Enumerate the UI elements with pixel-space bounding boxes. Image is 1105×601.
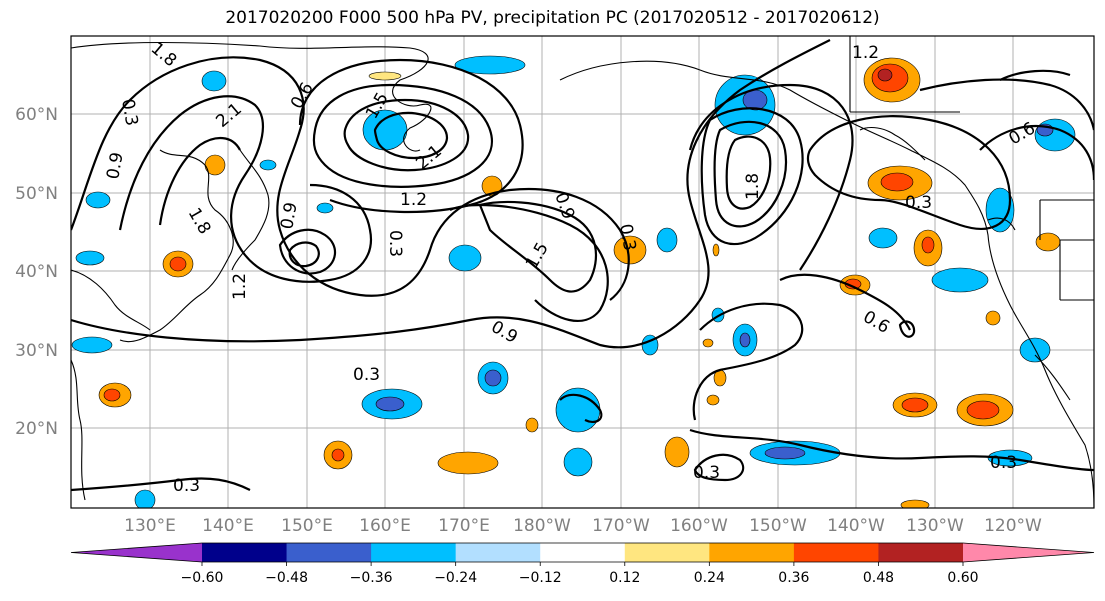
colorbar-segment <box>202 543 288 562</box>
lon-label: 170°E <box>438 516 490 536</box>
precip-negative-area <box>201 70 227 92</box>
lon-label: 130°W <box>906 516 964 536</box>
precip-positive-area <box>169 256 187 272</box>
colorbar-extend-high <box>963 543 1094 562</box>
precip-negative-area <box>134 489 156 508</box>
precip-positive-area <box>706 394 720 406</box>
precip-negative-area <box>868 227 898 249</box>
colorbar-tick-label: 0.60 <box>947 570 978 586</box>
colorbar-tick-label: −0.60 <box>181 570 224 586</box>
contour-label: 0.9 <box>277 201 301 231</box>
colorbar: −0.60 −0.48 −0.36 −0.24 −0.12 0.12 0.24 0.36 0.4… <box>70 542 1095 586</box>
precip-positive-area <box>900 499 930 508</box>
precip-positive-area <box>613 235 647 265</box>
contour-label: 1.2 <box>852 43 879 63</box>
figure-title: 2017020200 F000 500 hPa PV, precipitatio… <box>225 8 880 28</box>
precip-positive-area <box>921 236 935 254</box>
precip-positive-area <box>901 397 929 413</box>
contour-label: 1.2 <box>230 273 250 300</box>
colorbar-tick-label: −0.24 <box>434 570 477 586</box>
lon-label: 130°E <box>124 516 176 536</box>
precip-negative-area <box>375 396 405 412</box>
precip-positive-area <box>712 243 720 257</box>
colorbar-tick-label: 0.48 <box>863 570 894 586</box>
colorbar-segment <box>878 543 964 562</box>
colorbar-tick-label: 0.12 <box>609 570 640 586</box>
lon-label: 120°W <box>984 516 1042 536</box>
lon-label: 150°E <box>281 516 333 536</box>
colorbar-extend-low <box>71 543 202 562</box>
precip-positive-area <box>664 436 690 468</box>
precipitation-shading <box>71 55 1076 508</box>
contour-label: 0.3 <box>693 463 720 483</box>
contour-label: 0.9 <box>103 151 127 181</box>
colorbar-tick-label: 0.24 <box>694 570 725 586</box>
lat-label: 50°N <box>15 184 58 204</box>
contour-label: 0.3 <box>990 453 1017 473</box>
precip-negative-area <box>739 332 751 348</box>
precip-negative-area <box>316 202 334 214</box>
precip-positive-area <box>103 388 121 402</box>
lon-label: 150°W <box>749 516 807 536</box>
precip-negative-area <box>448 244 482 272</box>
precip-positive-area <box>985 310 1001 326</box>
contour-label: 0.3 <box>173 476 200 496</box>
precip-negative-area <box>931 267 989 293</box>
colorbar-segment <box>624 543 710 562</box>
lon-label: 140°E <box>202 516 254 536</box>
precip-negative-area <box>764 446 806 460</box>
precip-positive-area <box>880 172 914 192</box>
precip-negative-area <box>71 336 113 354</box>
latitude-labels: 60°N 50°N 40°N 30°N 20°N <box>15 105 58 439</box>
lon-label: 170°W <box>592 516 650 536</box>
map-frame <box>70 35 1095 509</box>
colorbar-segment <box>455 543 541 562</box>
precip-negative-area <box>85 191 111 209</box>
colorbar-segment <box>540 543 626 562</box>
contour-label: 0.3 <box>385 230 405 257</box>
colorbar-tick-label: −0.36 <box>350 570 393 586</box>
colorbar-tick-label: −0.48 <box>265 570 308 586</box>
precip-positive-area <box>331 448 345 462</box>
contour-label: 1.8 <box>743 173 763 200</box>
colorbar-segment <box>709 543 795 562</box>
lon-label: 160°E <box>359 516 411 536</box>
precip-negative-area <box>656 227 678 253</box>
precip-positive-area <box>525 417 539 433</box>
precip-positive-area <box>877 68 893 82</box>
lon-label: 180°W <box>513 516 571 536</box>
lat-label: 30°N <box>15 341 58 361</box>
contour-label: 1.2 <box>400 190 427 210</box>
colorbar-tick-label: 0.36 <box>778 570 809 586</box>
contour-label: 0.3 <box>353 365 380 385</box>
lon-label: 160°W <box>670 516 728 536</box>
lat-label: 60°N <box>15 105 58 125</box>
colorbar-segment <box>286 543 372 562</box>
pv-contours <box>71 39 1094 492</box>
colorbar-segment <box>793 543 879 562</box>
colorbar-tick-label: −0.12 <box>519 570 562 586</box>
coastlines <box>71 36 1094 508</box>
lat-label: 20°N <box>15 419 58 439</box>
colorbar-segment <box>371 543 457 562</box>
precip-negative-area <box>75 250 105 266</box>
contour-label: 0.3 <box>117 97 141 127</box>
longitude-labels: 130°E 140°E 150°E 160°E 170°E 180°W 170°… <box>124 516 1042 536</box>
precip-positive-area <box>966 400 1000 420</box>
contour-label: 0.3 <box>905 193 932 213</box>
precip-positive-area <box>702 338 714 348</box>
precip-negative-area <box>563 447 593 477</box>
precip-positive-area <box>368 71 402 81</box>
precip-negative-area <box>484 369 502 387</box>
precip-negative-area <box>259 159 277 171</box>
precip-positive-area <box>437 451 499 475</box>
lat-label: 40°N <box>15 262 58 282</box>
contour-label: 0.3 <box>615 222 639 252</box>
lon-label: 140°W <box>827 516 885 536</box>
precip-negative-area <box>454 55 526 75</box>
